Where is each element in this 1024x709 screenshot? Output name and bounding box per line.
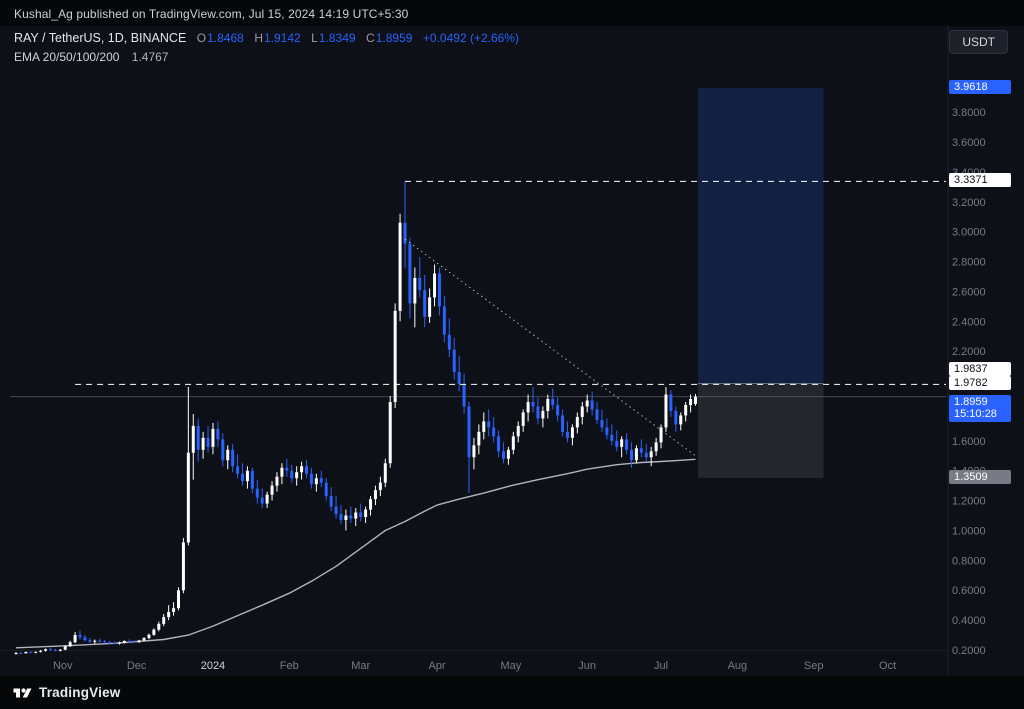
low-value: 1.8349	[318, 31, 356, 45]
x-axis-tick: Nov	[53, 660, 73, 672]
y-axis-tick: 1.2000	[952, 496, 986, 508]
long-position-profit-zone[interactable]	[697, 87, 824, 384]
y-axis-tick: 2.2000	[952, 346, 986, 358]
candles-layer	[14, 181, 698, 655]
attribution-bar: Kushal_Ag published on TradingView.com, …	[0, 0, 1024, 26]
tradingview-logo-icon	[13, 687, 32, 697]
ema-200-line	[15, 458, 696, 649]
indicator-value: 1.4767	[131, 50, 169, 64]
footer-bar: TradingView	[0, 676, 1024, 709]
symbol-title[interactable]: RAY / TetherUS, 1D, BINANCE	[14, 31, 187, 45]
close-value: 1.8959	[375, 31, 413, 45]
x-axis-tick: Jul	[654, 660, 668, 672]
price-axis-badge: 3.3371	[949, 173, 1011, 188]
price-axis-badge: 3.9618	[949, 79, 1011, 94]
x-axis-tick: Oct	[879, 660, 896, 672]
x-axis-tick: Dec	[127, 660, 147, 672]
high-label: H	[254, 31, 263, 45]
x-axis-tick: Feb	[280, 660, 299, 672]
y-axis-tick: 3.8000	[952, 107, 986, 119]
x-axis-tick: Sep	[804, 660, 824, 672]
tradingview-wordmark[interactable]: TradingView	[39, 685, 121, 700]
tradingview-logo[interactable]	[13, 684, 32, 702]
currency-toggle-button[interactable]: USDT	[949, 30, 1008, 54]
y-axis-tick: 0.6000	[952, 585, 986, 597]
y-axis-tick: 0.2000	[952, 645, 986, 657]
low-label: L	[311, 31, 318, 45]
y-axis-tick: 0.8000	[952, 555, 986, 567]
price-axis-badge: 1.3509	[949, 470, 1011, 485]
price-chart-canvas[interactable]: 3.80003.60003.40003.20003.00002.80002.60…	[0, 26, 1024, 676]
bar-countdown: 15:10:28	[954, 407, 997, 420]
chart-legend[interactable]: RAY / TetherUS, 1D, BINANCE O1.8468 H1.9…	[14, 31, 519, 64]
x-axis-tick: Apr	[428, 660, 445, 672]
indicator-legend-row[interactable]: EMA 20/50/100/200 1.4767	[14, 50, 519, 64]
y-axis-tick: 0.4000	[952, 615, 986, 627]
y-axis-tick: 3.6000	[952, 137, 986, 149]
trendline	[404, 238, 696, 457]
price-axis-badge: 1.9782	[949, 376, 1011, 391]
open-value: 1.8468	[207, 31, 244, 45]
y-axis-tick: 2.6000	[952, 286, 986, 298]
y-axis-tick: 2.4000	[952, 316, 986, 328]
symbol-legend-row[interactable]: RAY / TetherUS, 1D, BINANCE O1.8468 H1.9…	[14, 31, 519, 45]
price-axis-badge: 1.9837	[949, 361, 1011, 376]
y-axis-tick: 2.8000	[952, 257, 986, 269]
change-value: +0.0492 (+2.66%)	[422, 31, 519, 45]
long-position-loss-zone[interactable]	[697, 383, 824, 479]
high-value: 1.9142	[263, 31, 301, 45]
x-axis-tick: Jun	[578, 660, 596, 672]
x-axis-tick: May	[500, 660, 521, 672]
close-label: C	[366, 31, 375, 45]
attribution-text: Kushal_Ag published on TradingView.com, …	[14, 7, 409, 21]
price-axis-badge: 1.8959 15:10:28	[949, 394, 1011, 422]
y-axis-tick: 1.0000	[952, 525, 986, 537]
x-axis-tick: Aug	[728, 660, 748, 672]
price-axis[interactable]: 3.9618 3.3371 1.9837 1.9782 1.8959 15:10:28 1.…	[949, 26, 1024, 676]
x-axis-tick: 2024	[201, 660, 225, 672]
open-label: O	[196, 31, 207, 45]
chart-region: 3.80003.60003.40003.20003.00002.80002.60…	[0, 26, 1024, 676]
y-axis-tick: 3.2000	[952, 197, 986, 209]
y-axis-tick: 1.6000	[952, 436, 986, 448]
x-axis-tick: Mar	[351, 660, 370, 672]
y-axis-tick: 3.0000	[952, 227, 986, 239]
indicator-name[interactable]: EMA 20/50/100/200	[14, 50, 120, 64]
